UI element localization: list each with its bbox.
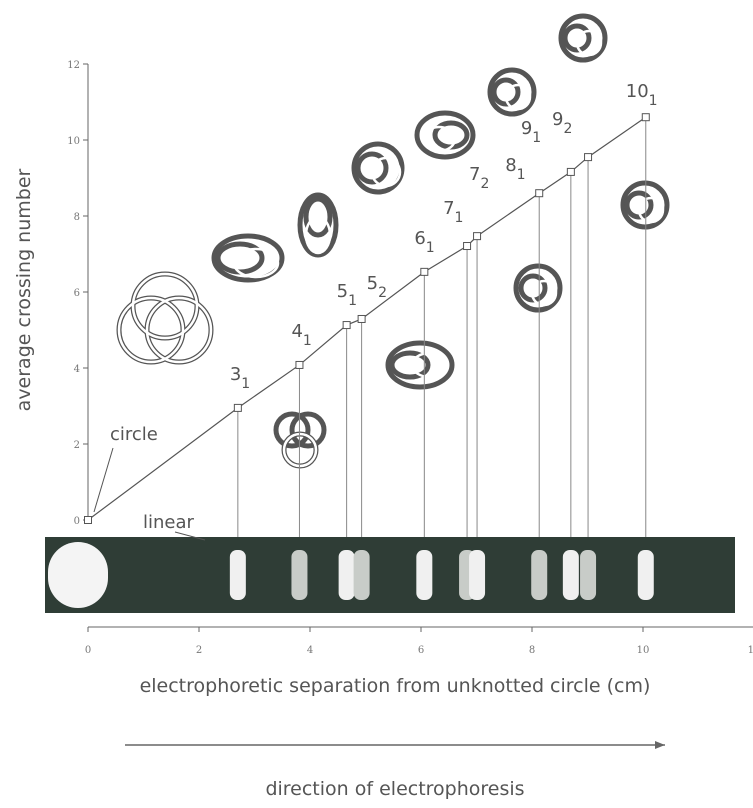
gel-band: [580, 550, 596, 600]
gel-band: [339, 550, 355, 600]
data-point: [567, 168, 574, 175]
data-point: [358, 315, 365, 322]
direction-label: direction of electrophoresis: [265, 778, 524, 800]
label-sub: 1: [649, 93, 658, 109]
label-main: 4: [291, 321, 302, 342]
data-point: [85, 517, 92, 524]
label-sub: 1: [426, 240, 435, 256]
label-main: 9: [552, 109, 563, 130]
figure: average crossing number electrophoretic …: [0, 0, 753, 808]
y-tick-label: 6: [74, 288, 80, 299]
gel-band: [230, 550, 246, 600]
annotation: circle: [110, 424, 158, 445]
data-point: [585, 154, 592, 161]
label-main: 7: [469, 164, 480, 185]
label-sub: 1: [517, 167, 526, 183]
label-sub: 1: [348, 293, 357, 309]
gel-band: [291, 550, 307, 600]
label-main: 5: [367, 273, 378, 294]
data-point: [536, 190, 543, 197]
y-tick-label: 2: [74, 440, 80, 451]
y-tick-label: 4: [74, 364, 80, 375]
gel-band: [416, 550, 432, 600]
point-label: 31: [230, 364, 250, 392]
label-main: 7: [443, 198, 454, 219]
label-main: 5: [337, 281, 348, 302]
data-point: [421, 268, 428, 275]
point-label: 52: [367, 273, 387, 301]
label-sub: 1: [455, 210, 464, 226]
point-label: 51: [337, 281, 357, 309]
x-tick-label: 4: [307, 645, 313, 656]
y-tick-label: 0: [74, 516, 80, 527]
x-tick-label: 10: [637, 645, 650, 656]
gel-band: [638, 550, 654, 600]
label-main: 6: [414, 228, 425, 249]
gel-band: [469, 550, 485, 600]
data-point: [234, 404, 241, 411]
point-label: 91: [521, 118, 541, 146]
label-sub: 1: [241, 376, 250, 392]
data-line: [88, 117, 646, 520]
y-tick-label: 8: [74, 212, 80, 223]
data-point: [343, 322, 350, 329]
label-sub: 2: [481, 176, 490, 192]
gel-band: [48, 542, 108, 608]
label-main: 10: [626, 81, 649, 102]
label-sub: 2: [564, 121, 573, 137]
gel-band: [531, 550, 547, 600]
y-tick-label: 12: [67, 60, 80, 71]
gel-band: [354, 550, 370, 600]
label-sub: 2: [378, 285, 387, 301]
label-main: 8: [505, 155, 516, 176]
point-label: 92: [552, 109, 572, 137]
x-tick-label: 8: [529, 645, 535, 656]
y-tick-label: 10: [67, 136, 80, 147]
data-point: [474, 233, 481, 240]
x-tick-label: 6: [418, 645, 424, 656]
x-tick-label: 12: [748, 645, 753, 656]
annotation: linear: [143, 512, 195, 533]
data-point: [296, 361, 303, 368]
gel: [45, 537, 735, 613]
point-label: 61: [414, 228, 434, 256]
x-tick-label: 0: [85, 645, 91, 656]
label-main: 3: [230, 364, 241, 385]
x-axis-label: electrophoretic separation from unknotte…: [140, 675, 651, 697]
data-point: [642, 114, 649, 121]
point-label: 41: [291, 321, 311, 349]
point-label: 72: [469, 164, 489, 192]
gel-band: [563, 550, 579, 600]
data-point: [464, 243, 471, 250]
label-sub: 1: [532, 130, 541, 146]
x-tick-label: 2: [196, 645, 202, 656]
y-axis-label: average crossing number: [13, 168, 35, 411]
point-label: 71: [443, 198, 463, 226]
annotation-arrow: [94, 448, 113, 512]
knot-illustrations: [119, 16, 667, 466]
point-label: 81: [505, 155, 525, 183]
point-label: 101: [626, 81, 658, 109]
label-main: 9: [521, 118, 532, 139]
arrow-head: [655, 741, 665, 749]
label-sub: 1: [303, 333, 312, 349]
